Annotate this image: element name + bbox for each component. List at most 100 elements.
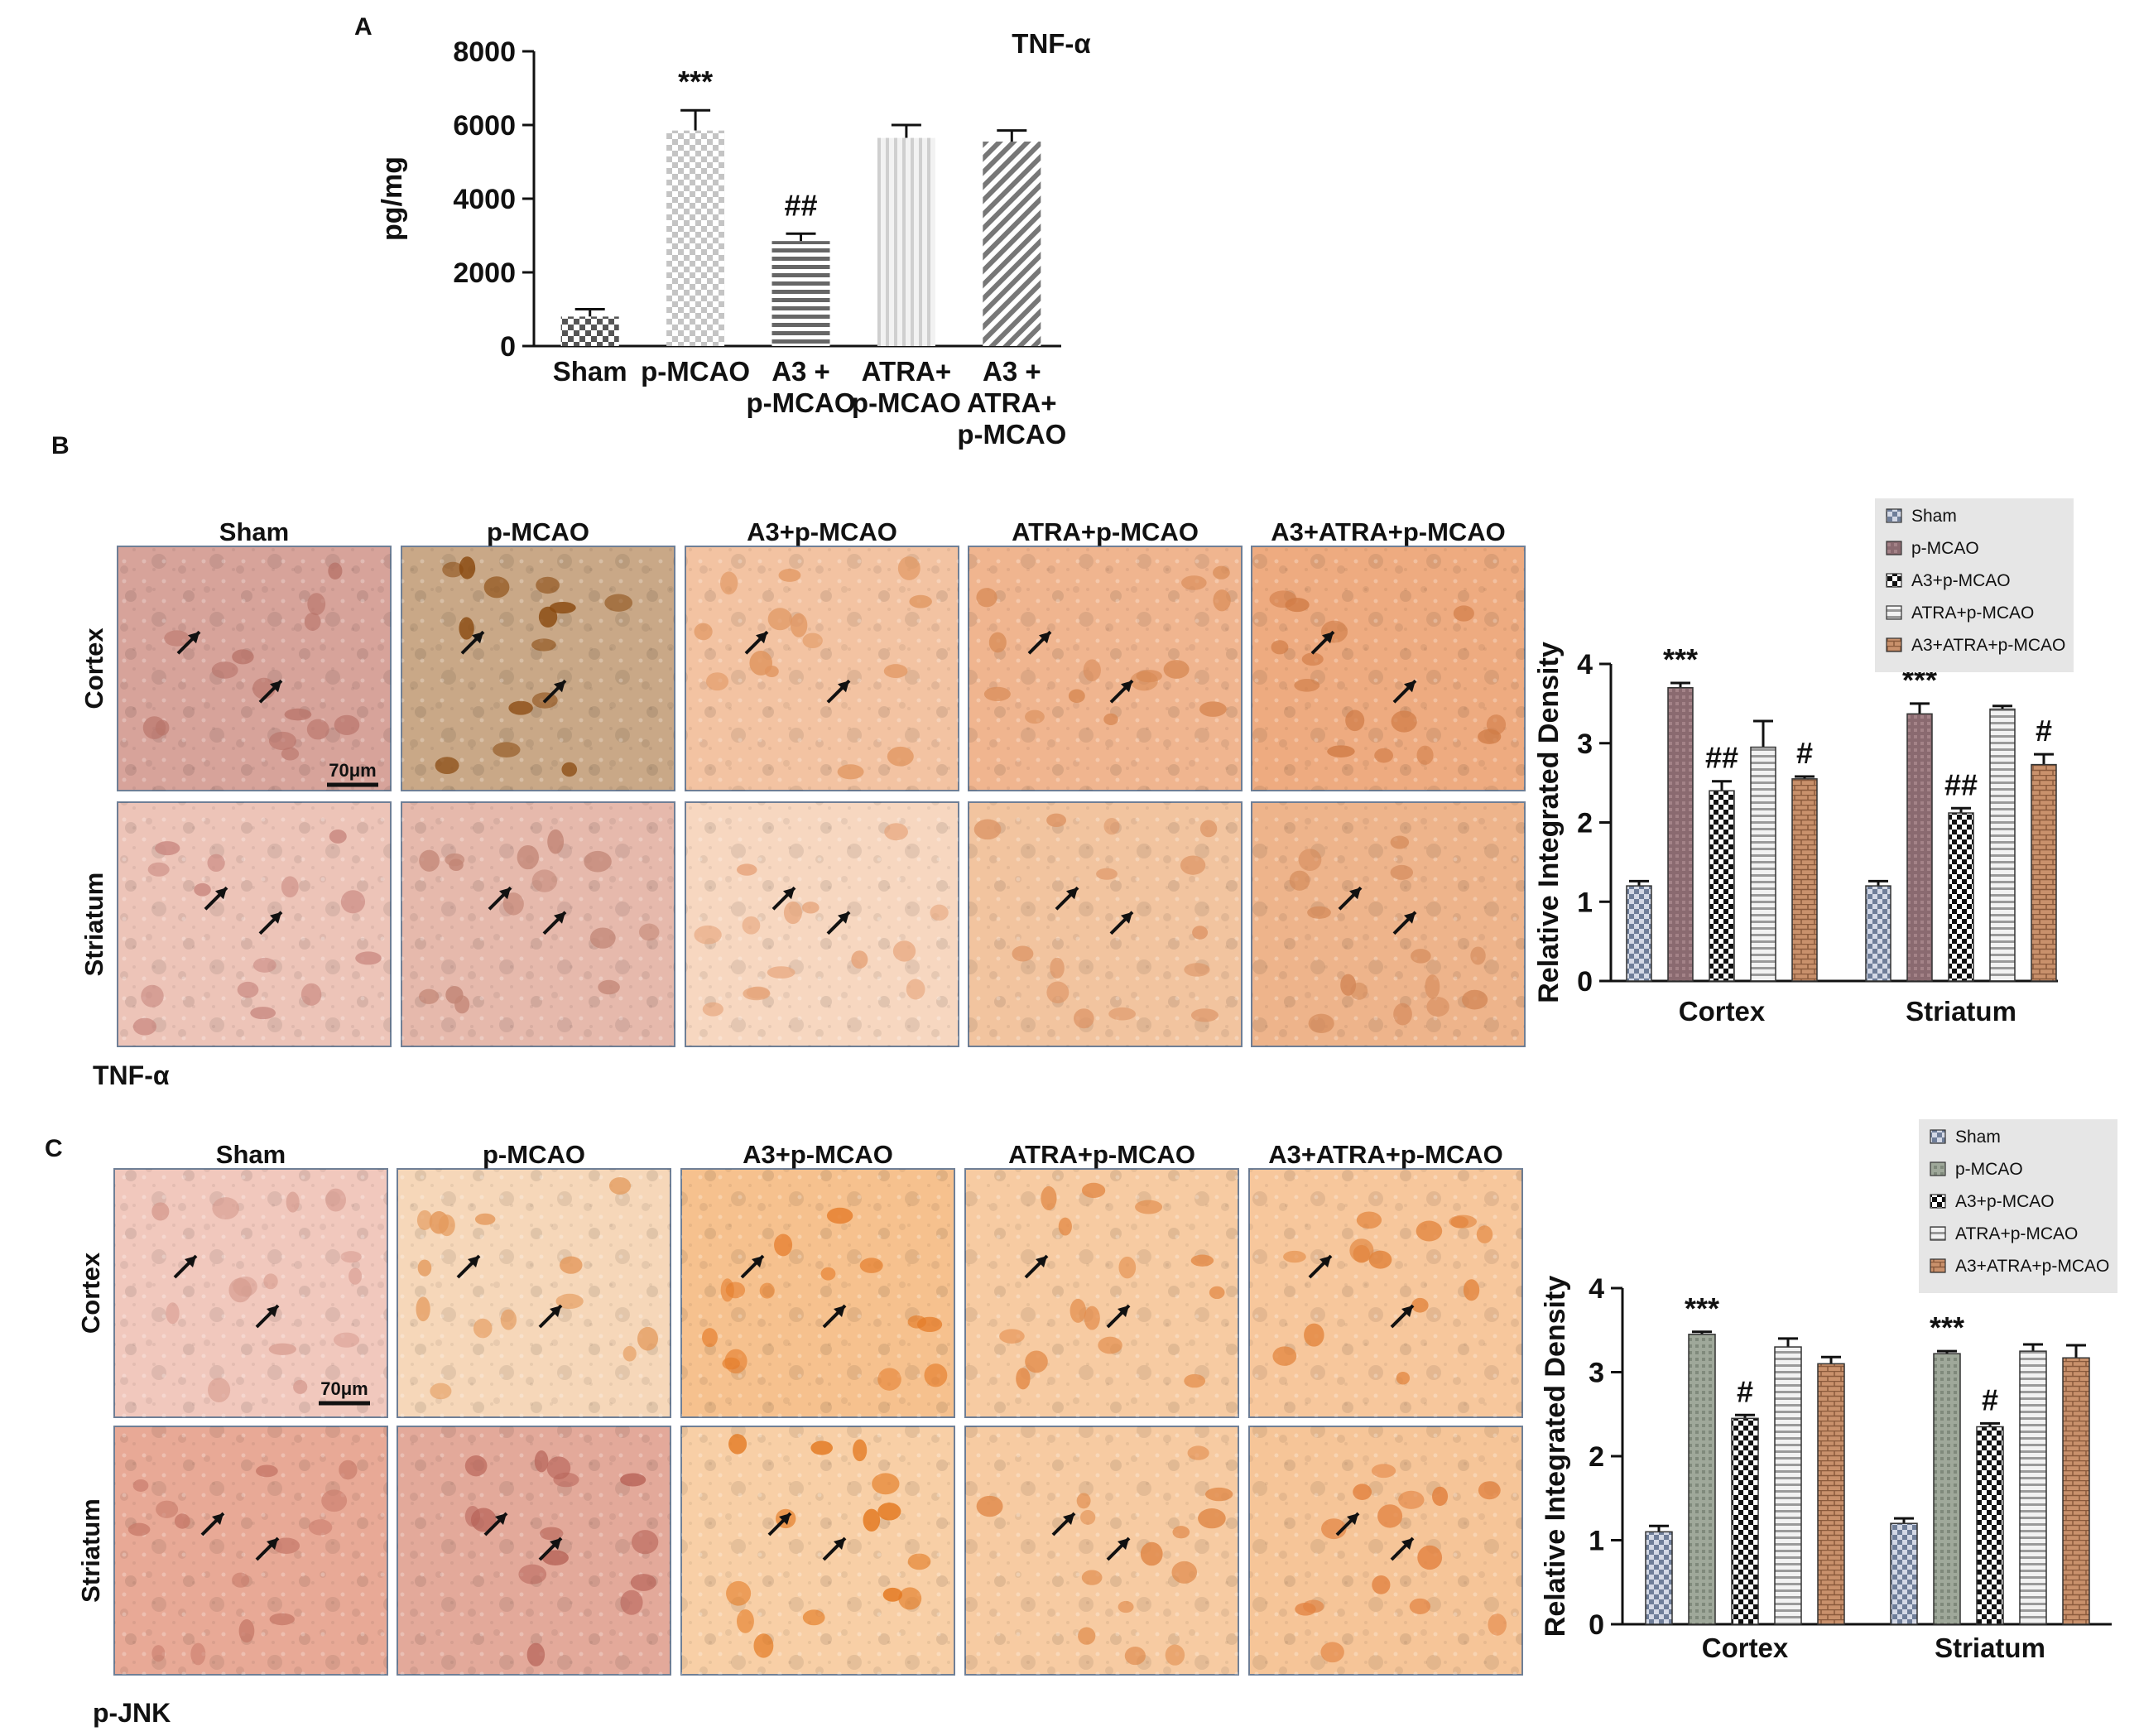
stained-cell <box>1124 1647 1146 1666</box>
stained-cell <box>1076 1493 1091 1509</box>
stained-cell <box>702 1328 718 1348</box>
annotation-arrowhead <box>267 1538 278 1550</box>
stained-cell <box>1486 714 1507 735</box>
stained-cell <box>1462 989 1488 1010</box>
annotation-arrowhead <box>472 632 483 644</box>
stained-cell <box>1411 1297 1429 1313</box>
stained-cell <box>151 1202 170 1221</box>
significance-label: # <box>2036 714 2052 748</box>
stained-cell <box>232 649 254 665</box>
category-label: A3 + <box>771 356 830 387</box>
micrograph-texture <box>681 1426 954 1675</box>
stained-cell <box>1135 1200 1163 1214</box>
y-tick-label: 0 <box>1589 1609 1604 1641</box>
y-tick-label: 4000 <box>453 184 516 215</box>
panel-b-micrograph <box>1251 801 1526 1047</box>
panel-c-micrograph <box>397 1168 671 1418</box>
stained-cell <box>622 1345 637 1362</box>
stained-cell <box>1327 745 1355 757</box>
stained-cell <box>1192 926 1209 940</box>
stained-cell <box>1025 709 1045 724</box>
legend-label: ATRA+p-MCAO <box>1955 1224 2078 1243</box>
stained-cell <box>142 716 166 739</box>
category-label: Striatum <box>1906 996 2016 1027</box>
bar <box>1688 1334 1716 1625</box>
stained-cell <box>1377 1504 1403 1528</box>
stained-cell <box>1050 957 1065 979</box>
annotation-arrowhead <box>783 887 795 900</box>
y-tick-label: 0 <box>500 331 516 363</box>
annotation-arrowhead <box>1404 680 1416 693</box>
bar <box>1645 1531 1673 1625</box>
stained-cell <box>801 902 820 914</box>
significance-label: # <box>1737 1374 1753 1408</box>
stained-cell <box>212 1197 240 1219</box>
annotation-arrowhead <box>550 1538 561 1550</box>
stained-cell <box>907 1315 927 1329</box>
stained-cell <box>863 1508 881 1532</box>
annotation-arrowhead <box>270 680 281 693</box>
stained-cell <box>877 1368 901 1391</box>
bar <box>877 137 935 346</box>
stained-cell <box>604 594 633 612</box>
panel-b-micrograph <box>968 801 1243 1047</box>
stained-cell <box>589 927 616 949</box>
stained-cell <box>416 1296 430 1322</box>
stained-cell <box>1396 1372 1411 1385</box>
stained-cell <box>268 1343 296 1355</box>
stained-cell <box>502 892 524 916</box>
legend-label: Sham <box>1911 507 1957 526</box>
stained-cell <box>454 995 470 1014</box>
significance-label: *** <box>1663 642 1698 676</box>
annotation-arrowhead <box>834 1306 845 1317</box>
annotation-arrowhead <box>838 911 849 924</box>
stained-cell <box>638 923 660 941</box>
stained-cell <box>438 1214 455 1237</box>
significance-label: # <box>1796 736 1813 770</box>
stained-cell <box>630 1574 656 1591</box>
legend-label: ATRA+p-MCAO <box>1911 604 2034 623</box>
stained-cell <box>1083 659 1101 681</box>
stained-cell <box>1390 864 1414 880</box>
annotation-arrowhead <box>267 1306 278 1317</box>
stained-cell <box>1118 1256 1137 1279</box>
stained-cell <box>237 981 259 998</box>
annotation-arrowhead <box>1066 887 1078 900</box>
stained-cell <box>286 1191 300 1213</box>
stained-cell <box>483 576 510 599</box>
panel-c-micrograph <box>680 1426 955 1676</box>
micrograph-texture <box>685 802 959 1046</box>
stained-cell <box>147 862 170 877</box>
stained-cell <box>810 1440 833 1455</box>
y-axis-label: Relative Integrated Density <box>1533 642 1565 1003</box>
stained-cell <box>1118 1600 1134 1613</box>
stained-cell <box>1209 1286 1225 1300</box>
stained-cell <box>1096 868 1118 880</box>
legend-swatch <box>1930 1226 1946 1241</box>
stained-cell <box>546 1456 571 1480</box>
stained-cell <box>1449 1214 1478 1229</box>
bar <box>666 130 725 347</box>
panel-b-micrograph <box>401 546 675 791</box>
stained-cell <box>207 854 225 873</box>
stained-cell <box>250 1007 276 1020</box>
stained-cell <box>1181 575 1207 590</box>
stained-cell <box>1371 1464 1396 1479</box>
legend-label: p-MCAO <box>1955 1160 2023 1179</box>
stained-cell <box>164 630 190 647</box>
stained-cell <box>228 1277 252 1303</box>
stained-cell <box>127 1522 151 1536</box>
y-tick-label: 1 <box>1589 1526 1604 1557</box>
panel-c-micrograph <box>397 1426 671 1676</box>
panel-b-micrograph <box>685 801 959 1047</box>
stained-cell <box>694 925 722 945</box>
stained-cell <box>884 823 908 841</box>
stained-cell <box>859 1258 883 1273</box>
annotation-arrowhead <box>554 911 565 924</box>
stained-cell <box>909 594 932 608</box>
y-tick-label: 3 <box>1589 1358 1604 1389</box>
stained-cell <box>726 1580 752 1606</box>
stained-cell <box>417 1259 432 1277</box>
